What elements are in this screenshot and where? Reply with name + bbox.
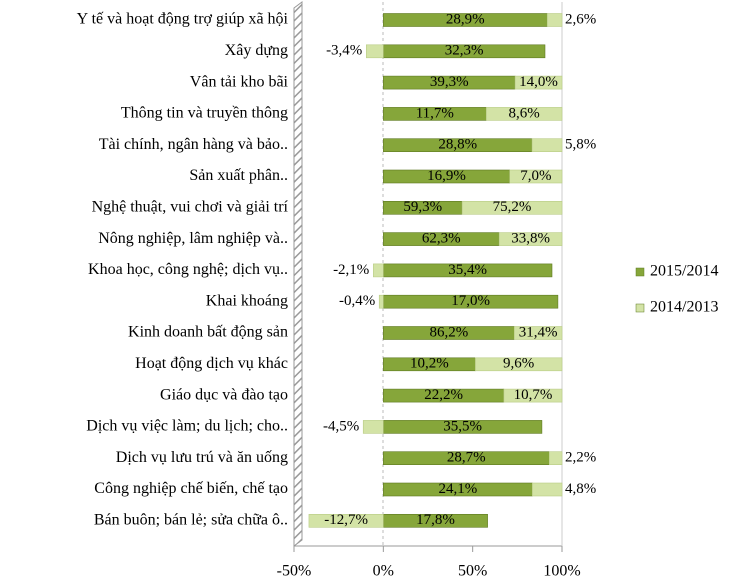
value-label: 39,3%: [430, 74, 469, 90]
x-tick-label: 50%: [458, 563, 487, 578]
category-label: Kinh doanh bất động sản: [128, 324, 288, 341]
value-label: 10,7%: [514, 387, 553, 403]
x-tick-label: -50%: [277, 563, 312, 578]
category-label: Khoa học, công nghệ; dịch vụ..: [88, 261, 288, 278]
bar-segment: [378, 294, 384, 309]
category-label: Hoạt động dịch vụ khác: [135, 355, 288, 372]
value-label: 8,6%: [509, 105, 540, 121]
legend-label: 2014/2013: [650, 299, 718, 316]
category-label: Xây dựng: [225, 42, 288, 59]
bar-segment: [362, 420, 384, 434]
bar-segment: [486, 107, 563, 121]
value-label: 2,6%: [565, 11, 596, 27]
category-label: Vân tải kho bãi: [190, 73, 289, 90]
category-label: Tài chính, ngân hàng và bảo..: [99, 136, 288, 153]
value-label: 35,4%: [448, 262, 487, 278]
legend-swatch: [635, 267, 645, 277]
category-label: Dịch vụ lưu trú và ăn uống: [116, 449, 288, 466]
category-label: Bán buôn; bán lẻ; sửa chữa ô..: [94, 511, 288, 528]
category-label: Dịch vụ việc làm; du lịch; cho..: [86, 418, 288, 435]
category-label: Nông nghiệp, lâm nghiệp và..: [98, 230, 288, 247]
bar-segment: [373, 263, 384, 278]
x-tick-label: 100%: [543, 563, 580, 578]
value-label: 28,7%: [447, 450, 486, 466]
bar-segment: [509, 169, 563, 184]
category-label: Công nghiệp chế biến, chế tạo: [94, 480, 288, 497]
value-label: 10,2%: [410, 356, 449, 372]
bar-segment: [532, 482, 563, 497]
value-label: 86,2%: [429, 324, 468, 340]
category-label: Sản xuất phân..: [189, 167, 288, 184]
bar-segment: [498, 232, 563, 246]
bar-segment: [503, 388, 563, 403]
bar-segment: [531, 138, 563, 152]
value-label: 75,2%: [493, 199, 532, 215]
category-label: Nghệ thuật, vui chơi và giải trí: [92, 198, 289, 215]
value-label: 28,8%: [438, 137, 477, 153]
value-label: -3,4%: [326, 43, 362, 59]
value-label: 11,7%: [416, 105, 454, 121]
value-label: 4,8%: [565, 481, 596, 497]
bar-segment: [548, 451, 563, 466]
value-label: 59,3%: [403, 199, 442, 215]
value-label: 22,2%: [424, 387, 463, 403]
value-label: 24,1%: [438, 481, 477, 497]
value-label: 32,3%: [445, 43, 484, 59]
bar-segment: [308, 513, 384, 528]
value-label: -12,7%: [324, 512, 368, 528]
bar-segment: [514, 75, 563, 90]
value-label: 7,0%: [520, 168, 551, 184]
value-label: 5,8%: [565, 137, 596, 153]
value-label: 28,9%: [446, 11, 485, 27]
value-label: 17,0%: [451, 293, 490, 309]
value-label: 33,8%: [511, 231, 550, 247]
bar-segment: [366, 44, 384, 59]
legend-label: 2015/2014: [650, 263, 718, 280]
category-label: Khai khoáng: [206, 292, 288, 309]
value-label: 35,5%: [443, 418, 482, 434]
value-label: 9,6%: [503, 356, 534, 372]
value-label: -4,5%: [323, 418, 359, 434]
value-label: -2,1%: [333, 262, 369, 278]
value-label: 62,3%: [422, 231, 461, 247]
value-label: 16,9%: [427, 168, 466, 184]
chart-wall: [293, 1, 303, 547]
x-tick-label: 0%: [373, 563, 394, 578]
bar-segment: [461, 201, 563, 215]
bar-segment: [475, 357, 563, 372]
legend-swatch: [635, 303, 645, 313]
value-label: 31,4%: [519, 324, 558, 340]
category-label: Y tế và hoạt động trợ giúp xã hội: [77, 11, 289, 28]
value-label: 17,8%: [416, 512, 455, 528]
bar-segment: [513, 326, 563, 340]
category-label: Thông tin và truyền thông: [121, 105, 288, 122]
value-label: -0,4%: [339, 293, 375, 309]
bar-segment: [546, 13, 563, 27]
value-label: 14,0%: [519, 74, 558, 90]
value-label: 2,2%: [565, 450, 596, 466]
category-label: Giáo dục và đào tạo: [160, 386, 288, 403]
